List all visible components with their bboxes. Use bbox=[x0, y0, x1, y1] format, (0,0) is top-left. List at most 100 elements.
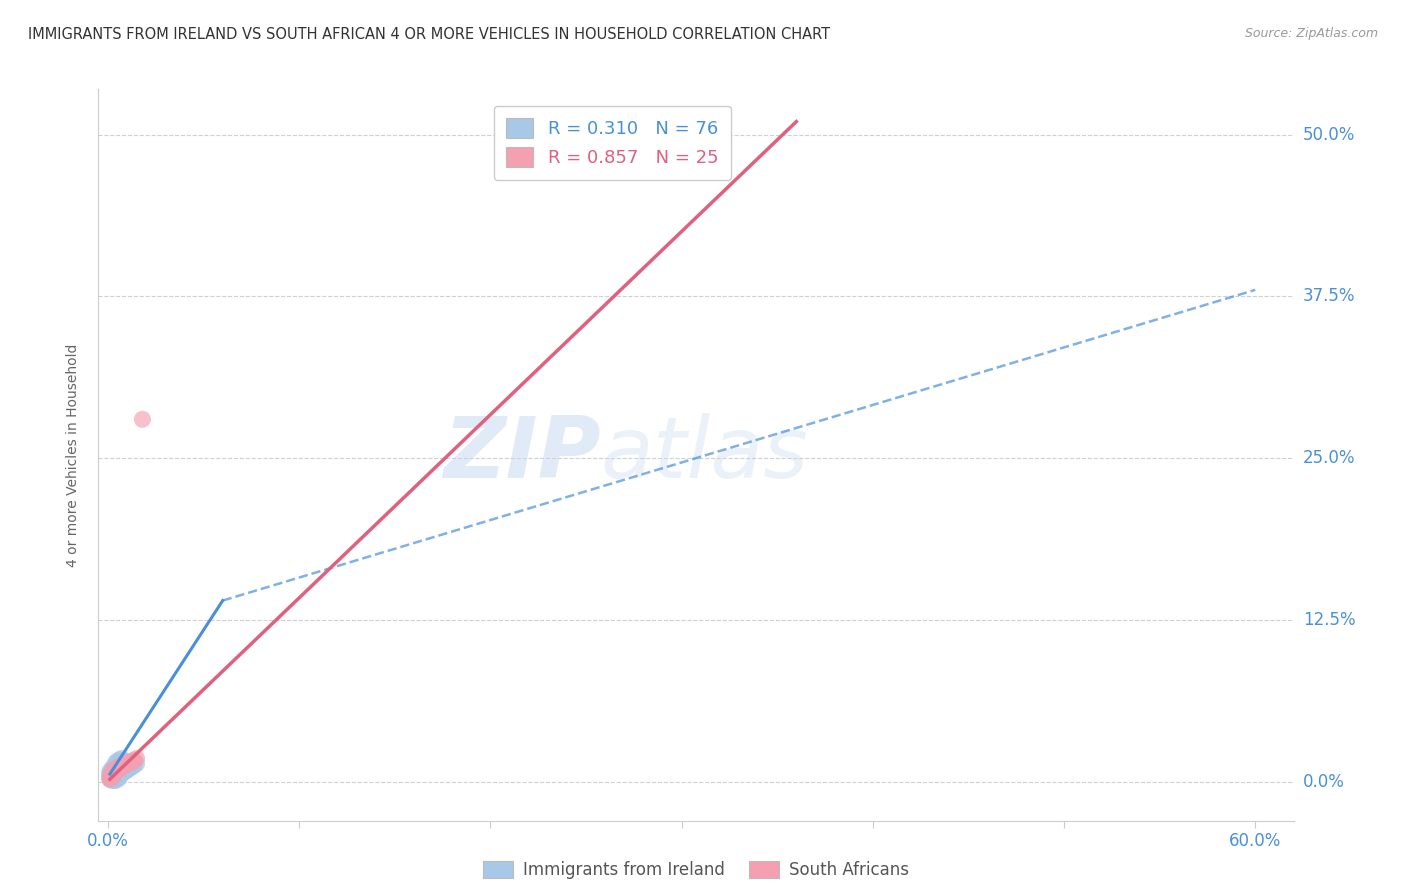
Point bbox=[107, 764, 129, 779]
Point bbox=[103, 768, 125, 782]
Point bbox=[101, 762, 124, 776]
Y-axis label: 4 or more Vehicles in Household: 4 or more Vehicles in Household bbox=[66, 343, 80, 566]
Point bbox=[108, 762, 131, 776]
Point bbox=[101, 763, 124, 777]
Text: 37.5%: 37.5% bbox=[1303, 287, 1355, 305]
Point bbox=[98, 772, 121, 787]
Text: ZIP: ZIP bbox=[443, 413, 600, 497]
Point bbox=[98, 772, 121, 787]
Point bbox=[104, 764, 127, 779]
Point bbox=[103, 763, 125, 777]
Point bbox=[104, 760, 127, 774]
Point bbox=[120, 756, 142, 770]
Point bbox=[110, 751, 132, 765]
Point bbox=[101, 770, 124, 784]
Point bbox=[108, 759, 131, 773]
Point bbox=[103, 772, 125, 787]
Point bbox=[107, 762, 129, 776]
Point bbox=[110, 764, 132, 779]
Point bbox=[98, 771, 121, 785]
Point bbox=[103, 764, 125, 779]
Point bbox=[101, 773, 124, 788]
Legend: R = 0.310   N = 76, R = 0.857   N = 25: R = 0.310 N = 76, R = 0.857 N = 25 bbox=[494, 105, 731, 179]
Text: atlas: atlas bbox=[600, 413, 808, 497]
Point bbox=[125, 751, 148, 765]
Point bbox=[124, 758, 146, 772]
Point bbox=[108, 762, 131, 776]
Point bbox=[114, 756, 136, 770]
Point bbox=[108, 763, 131, 777]
Point bbox=[112, 759, 135, 773]
Point bbox=[104, 773, 127, 788]
Point bbox=[103, 765, 125, 780]
Point bbox=[108, 765, 131, 780]
Text: IMMIGRANTS FROM IRELAND VS SOUTH AFRICAN 4 OR MORE VEHICLES IN HOUSEHOLD CORRELA: IMMIGRANTS FROM IRELAND VS SOUTH AFRICAN… bbox=[28, 27, 831, 42]
Point bbox=[108, 753, 131, 767]
Point bbox=[101, 771, 124, 785]
Point bbox=[107, 760, 129, 774]
Point bbox=[120, 758, 142, 772]
Point bbox=[115, 756, 138, 771]
Point bbox=[107, 770, 129, 784]
Point bbox=[108, 768, 131, 782]
Point bbox=[115, 758, 138, 772]
Point bbox=[107, 772, 129, 787]
Point bbox=[118, 756, 141, 770]
Text: Source: ZipAtlas.com: Source: ZipAtlas.com bbox=[1244, 27, 1378, 40]
Point bbox=[101, 767, 124, 781]
Point bbox=[114, 762, 136, 776]
Point bbox=[114, 764, 136, 779]
Point bbox=[114, 758, 136, 772]
Point bbox=[112, 759, 135, 773]
Point bbox=[115, 754, 138, 768]
Point bbox=[108, 771, 131, 785]
Point bbox=[107, 763, 129, 777]
Point bbox=[110, 760, 132, 774]
Point bbox=[104, 756, 127, 770]
Point bbox=[120, 760, 142, 774]
Point bbox=[114, 760, 136, 774]
Text: 50.0%: 50.0% bbox=[1303, 126, 1355, 144]
Point bbox=[103, 759, 125, 773]
Point bbox=[125, 756, 148, 771]
Point bbox=[104, 762, 127, 776]
Point bbox=[103, 773, 125, 788]
Point bbox=[115, 760, 138, 774]
Point bbox=[103, 764, 125, 779]
Point bbox=[98, 764, 121, 779]
Point bbox=[104, 764, 127, 779]
Point bbox=[104, 763, 127, 777]
Point bbox=[107, 767, 129, 781]
Point bbox=[110, 762, 132, 776]
Point bbox=[110, 759, 132, 773]
Point bbox=[107, 763, 129, 777]
Point bbox=[131, 412, 153, 426]
Point bbox=[98, 765, 121, 780]
Point bbox=[121, 759, 143, 773]
Point bbox=[98, 768, 121, 782]
Point bbox=[110, 767, 132, 781]
Point bbox=[104, 765, 127, 780]
Point bbox=[118, 762, 141, 776]
Point bbox=[110, 758, 132, 772]
Point bbox=[107, 754, 129, 768]
Point bbox=[103, 765, 125, 780]
Point bbox=[124, 753, 146, 767]
Point bbox=[108, 760, 131, 774]
Point bbox=[98, 771, 121, 785]
Point bbox=[103, 770, 125, 784]
Point bbox=[98, 767, 121, 781]
Point bbox=[104, 762, 127, 776]
Point bbox=[104, 768, 127, 782]
Point bbox=[101, 772, 124, 787]
Point bbox=[121, 754, 143, 768]
Point bbox=[118, 759, 141, 773]
Point bbox=[112, 765, 135, 780]
Point bbox=[115, 763, 138, 777]
Point bbox=[104, 771, 127, 785]
Point bbox=[101, 765, 124, 780]
Text: 0.0%: 0.0% bbox=[1303, 772, 1346, 791]
Point bbox=[110, 760, 132, 774]
Point bbox=[101, 768, 124, 782]
Point bbox=[112, 762, 135, 776]
